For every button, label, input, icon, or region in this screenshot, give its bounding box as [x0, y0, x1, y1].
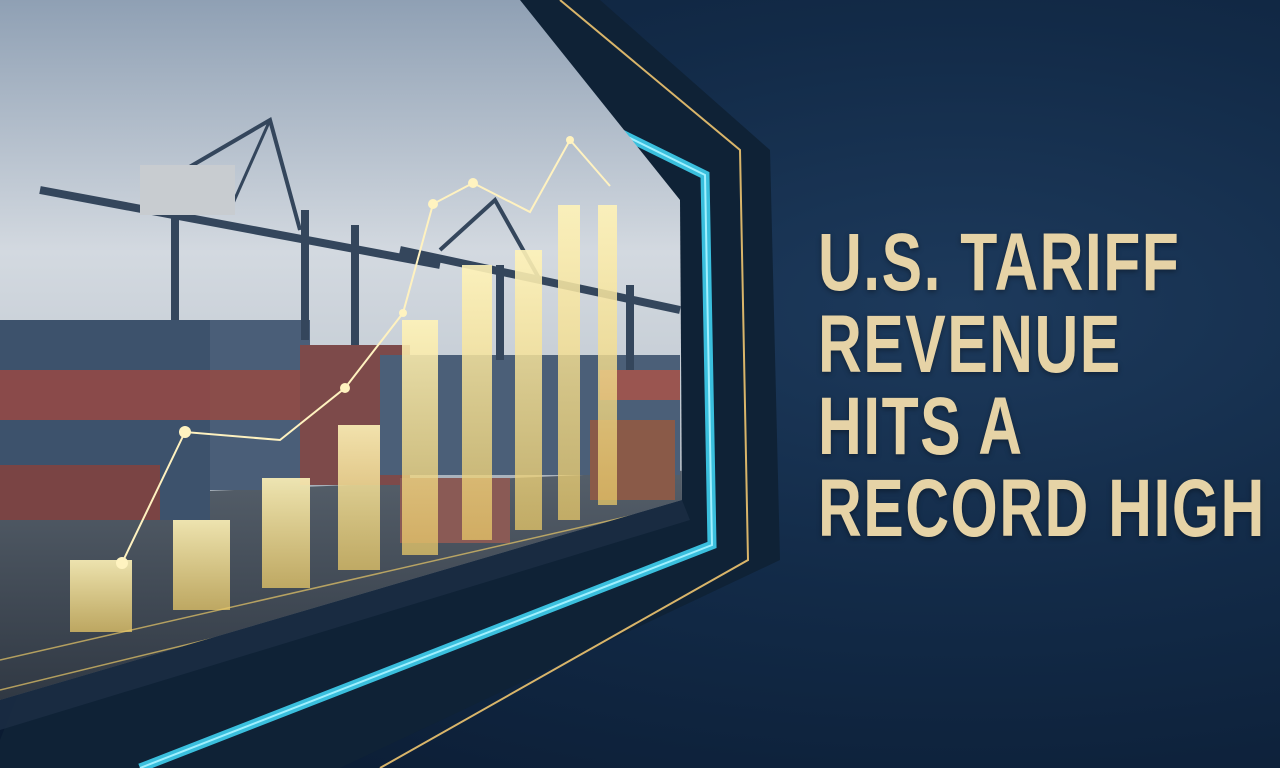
trend-points [116, 136, 574, 569]
cranes [39, 116, 681, 370]
bar [262, 478, 310, 588]
headline-line: HITS A [818, 381, 1024, 472]
headline-line: U.S. TARIFF [818, 217, 1181, 308]
bar [402, 320, 438, 555]
bar [462, 265, 492, 540]
headline-line: RECORD HIGH [818, 463, 1266, 554]
bar [173, 520, 230, 610]
rising-bars [70, 205, 617, 632]
trend-line [121, 138, 611, 564]
bar [515, 250, 542, 530]
headline: U.S. TARIFF REVENUE HITS A RECORD HIGH [818, 222, 1280, 550]
headline-line: REVENUE [818, 299, 1122, 390]
bar [70, 560, 132, 632]
bar [598, 205, 617, 505]
bar [338, 425, 380, 570]
bar [558, 205, 580, 520]
frame-gold-line [379, 0, 750, 768]
